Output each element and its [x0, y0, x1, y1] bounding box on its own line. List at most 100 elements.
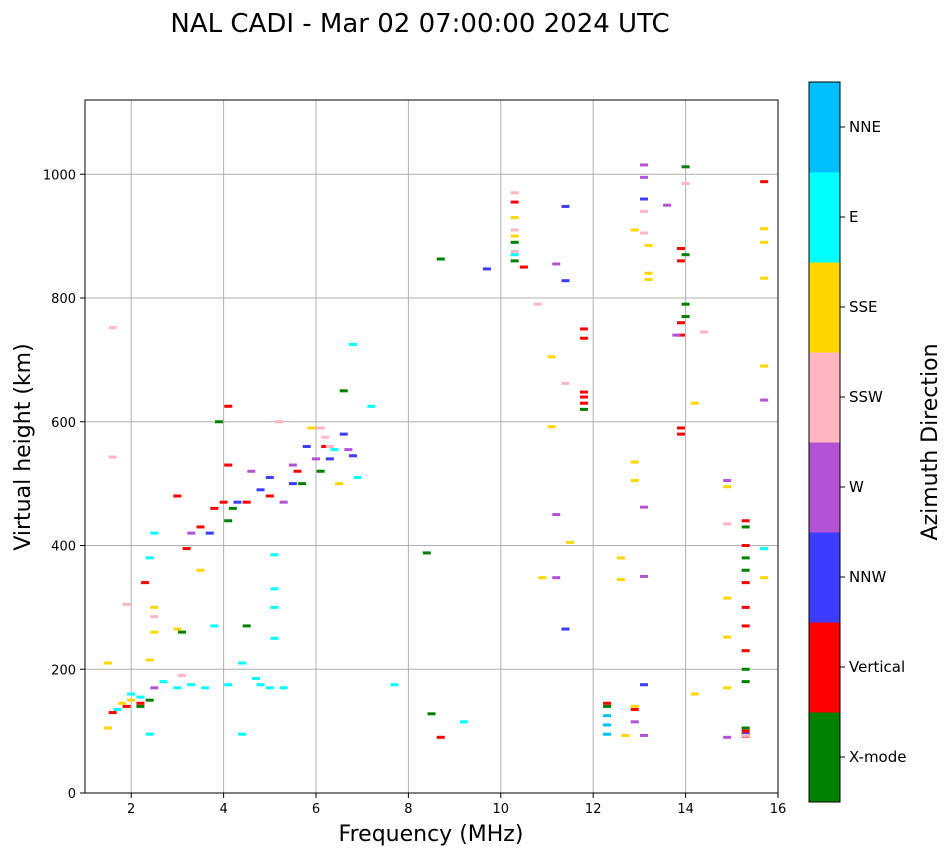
data-point — [348, 342, 357, 346]
colorbar-segment — [809, 622, 840, 713]
data-point — [630, 460, 639, 464]
data-point — [104, 661, 113, 665]
data-point — [302, 445, 311, 448]
data-point — [566, 540, 575, 544]
plot-frame — [84, 99, 779, 794]
data-point — [510, 250, 519, 254]
data-points — [104, 163, 769, 739]
data-point — [104, 726, 113, 730]
data-point — [265, 686, 274, 690]
data-point — [205, 531, 214, 535]
x-axis-label: Frequency (MHz) — [339, 822, 524, 847]
data-point — [293, 469, 302, 473]
data-point — [723, 522, 732, 526]
data-point — [270, 553, 279, 557]
series-sse — [104, 216, 769, 737]
data-point — [760, 547, 769, 551]
data-point — [723, 635, 732, 639]
y-tick-label: 400 — [51, 540, 76, 555]
data-point — [117, 701, 126, 705]
series-nnw — [205, 197, 750, 736]
data-point — [178, 673, 187, 677]
data-point — [210, 624, 219, 628]
data-point — [579, 390, 588, 394]
colorbar: X-mode Vertical NNW W SSW SSE E NNE — [808, 81, 906, 803]
data-point — [741, 605, 750, 609]
colorbar-label: X-mode — [849, 748, 906, 766]
data-point — [178, 630, 187, 634]
data-point — [640, 231, 649, 235]
colorbar-label: SSE — [849, 298, 878, 316]
data-point — [316, 426, 325, 430]
colorbar-label: E — [849, 208, 858, 226]
data-point — [150, 615, 159, 619]
data-point — [251, 677, 260, 681]
data-point — [298, 482, 307, 486]
data-point — [145, 698, 154, 702]
data-point — [312, 457, 320, 461]
data-point — [630, 228, 639, 232]
data-point — [482, 267, 491, 271]
data-point — [182, 547, 191, 551]
data-point — [196, 568, 205, 572]
data-point — [367, 404, 376, 408]
data-point — [339, 389, 348, 393]
series-e — [113, 253, 769, 736]
colorbar-label: W — [849, 478, 864, 496]
data-point — [741, 733, 750, 737]
data-point — [307, 426, 316, 430]
data-point — [621, 733, 630, 737]
data-point — [741, 581, 750, 585]
data-point — [256, 488, 265, 492]
data-point — [741, 667, 750, 671]
data-point — [316, 469, 325, 473]
data-point — [265, 475, 274, 479]
data-point — [127, 698, 136, 702]
data-point — [150, 630, 159, 634]
data-point — [436, 735, 445, 739]
series-x-mode — [136, 165, 750, 736]
colorbar-segment — [809, 82, 840, 173]
data-point — [741, 519, 750, 523]
data-point — [547, 355, 556, 359]
data-point — [510, 259, 519, 263]
data-point — [247, 469, 256, 473]
colorbar-frame — [808, 81, 841, 803]
data-point — [640, 163, 649, 167]
data-point — [196, 525, 205, 529]
data-point — [141, 581, 150, 585]
y-tick-label: 800 — [51, 292, 76, 307]
colorbar-segment — [809, 172, 840, 263]
data-point — [136, 704, 145, 708]
data-point — [561, 627, 570, 631]
colorbar-label: SSW — [849, 388, 883, 406]
data-point — [335, 482, 344, 486]
data-point — [150, 531, 159, 535]
data-point — [127, 692, 136, 696]
data-point — [159, 680, 168, 684]
data-point — [741, 726, 750, 730]
data-point — [510, 191, 519, 195]
data-point — [640, 505, 649, 509]
data-point — [644, 243, 653, 247]
data-point — [630, 704, 639, 708]
data-point — [538, 576, 547, 580]
data-point — [321, 445, 330, 448]
data-point — [233, 500, 242, 504]
data-point — [630, 720, 639, 724]
data-point — [640, 197, 649, 201]
data-point — [321, 435, 330, 439]
data-point — [760, 180, 769, 184]
data-point — [552, 576, 561, 580]
data-point — [108, 326, 117, 330]
x-tick-label: 14 — [677, 802, 694, 817]
data-point — [390, 683, 399, 687]
x-tick-label: 16 — [770, 802, 787, 817]
data-point — [561, 279, 570, 283]
data-point — [348, 454, 357, 458]
y-axis-label: Virtual height (km) — [11, 343, 36, 550]
colorbar-segment — [809, 352, 840, 443]
data-point — [760, 576, 769, 580]
data-point — [741, 525, 750, 529]
data-point — [561, 204, 570, 208]
